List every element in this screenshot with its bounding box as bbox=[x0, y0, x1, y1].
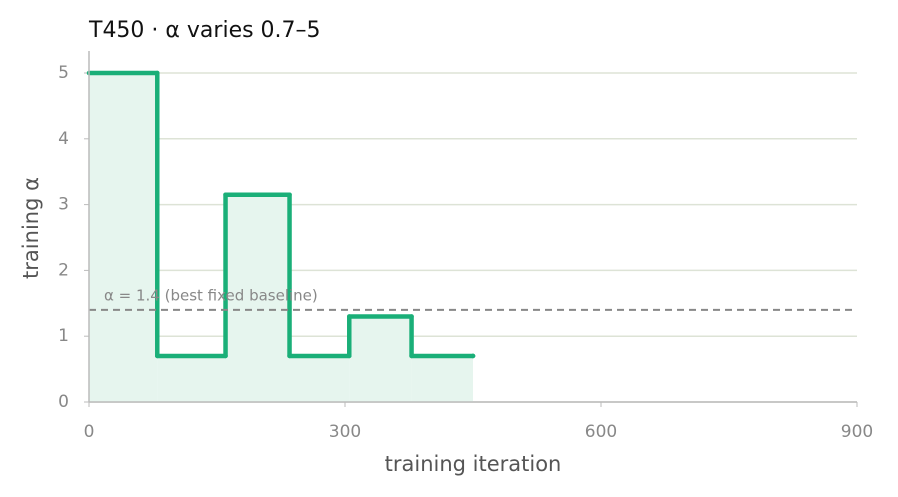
x-tick-label: 900 bbox=[841, 422, 873, 442]
area-fill bbox=[289, 355, 350, 402]
x-axis-label: training iteration bbox=[385, 452, 562, 476]
y-tick-label: 5 bbox=[58, 63, 69, 83]
x-tick-label: 300 bbox=[329, 422, 361, 442]
y-tick-label: 1 bbox=[58, 326, 69, 346]
y-tick-label: 0 bbox=[58, 392, 69, 412]
y-tick-label: 2 bbox=[58, 260, 69, 280]
chart-title: T450 · α varies 0.7–5 bbox=[88, 18, 321, 43]
area-fill bbox=[225, 194, 290, 402]
area-fill bbox=[411, 355, 473, 402]
y-tick-label: 4 bbox=[58, 129, 69, 149]
area-fill bbox=[89, 73, 158, 402]
x-tick-label: 0 bbox=[84, 422, 95, 442]
reference-label: α = 1.4 (best fixed baseline) bbox=[104, 286, 318, 304]
y-axis-label: training α bbox=[19, 177, 43, 279]
area-fill bbox=[349, 316, 412, 402]
x-tick-label: 600 bbox=[585, 422, 617, 442]
area-fill bbox=[157, 355, 226, 402]
y-tick-label: 3 bbox=[58, 195, 69, 215]
